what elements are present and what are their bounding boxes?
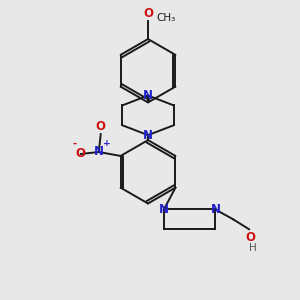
Text: O: O (75, 148, 85, 160)
Text: N: N (94, 146, 104, 158)
Text: -: - (73, 139, 77, 149)
Text: O: O (245, 231, 255, 244)
Text: O: O (143, 7, 153, 20)
Text: N: N (159, 203, 169, 216)
Text: N: N (143, 89, 153, 102)
Text: N: N (143, 129, 153, 142)
Text: H: H (249, 243, 257, 253)
Text: CH₃: CH₃ (156, 13, 175, 23)
Text: N: N (210, 203, 220, 216)
Text: O: O (96, 120, 106, 133)
Text: +: + (103, 139, 110, 148)
